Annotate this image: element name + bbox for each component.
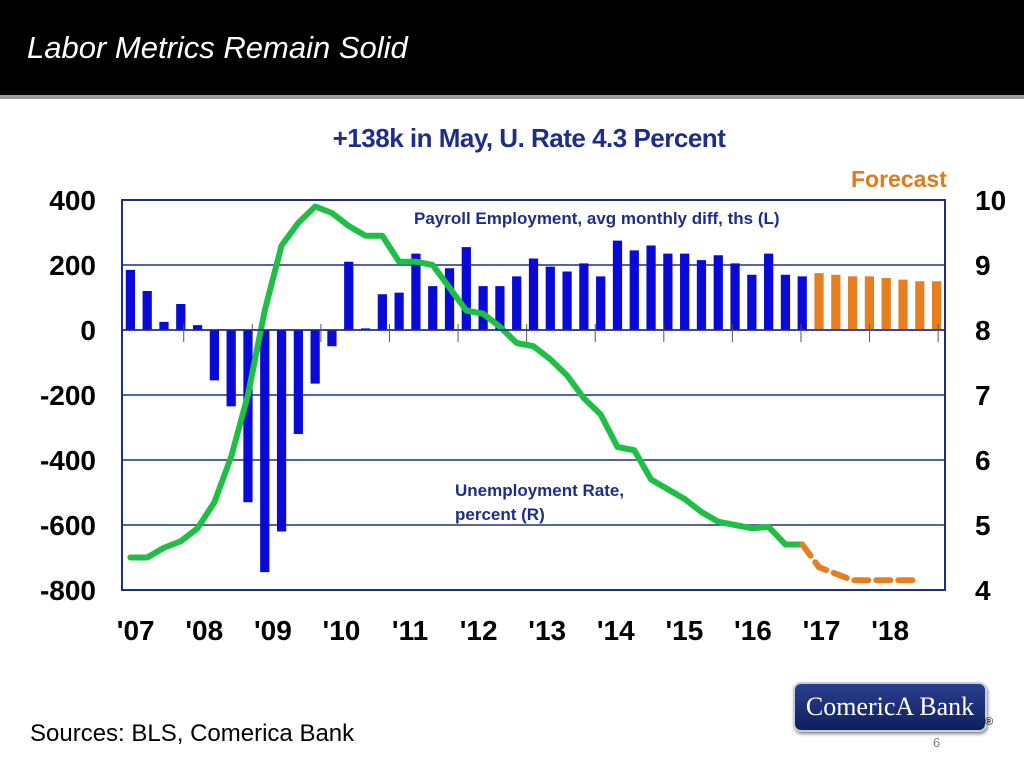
category-label: '07 [117, 615, 155, 646]
bar [747, 274, 757, 330]
bar [125, 269, 136, 330]
bar [176, 304, 186, 330]
title-bar [0, 0, 1024, 95]
bar [478, 286, 488, 330]
bar [579, 263, 589, 330]
bar-series-label: Payroll Employment, avg monthly diff, th… [414, 209, 780, 228]
line-series-label-line2: percent (R) [455, 505, 545, 524]
bar [444, 268, 455, 330]
bar [663, 253, 673, 330]
bar [713, 255, 723, 330]
bar [646, 245, 656, 330]
line-series-label: Unemployment Rate, [455, 481, 625, 500]
bar [629, 250, 639, 330]
bar [780, 274, 791, 330]
bar [612, 240, 623, 330]
bar [192, 325, 203, 330]
slide-title: Labor Metrics Remain Solid [27, 30, 408, 65]
left-tick-label: -600 [40, 510, 96, 541]
right-tick-label: 5 [975, 510, 991, 541]
bar [545, 266, 555, 330]
bar [360, 328, 371, 330]
right-tick-label: 6 [975, 445, 991, 476]
bar [764, 253, 774, 330]
category-label: '12 [460, 615, 498, 646]
forecast-bar [931, 281, 942, 330]
right-tick-label: 4 [975, 575, 991, 606]
bar [327, 330, 337, 347]
bar [243, 330, 253, 503]
category-label: '10 [323, 615, 361, 646]
bar [730, 263, 740, 330]
bar [260, 330, 270, 573]
bar [276, 330, 287, 532]
chart-title: +138k in May, U. Rate 4.3 Percent [332, 123, 726, 153]
forecast-label: Forecast [851, 166, 947, 192]
bar-series [125, 240, 942, 573]
bar [209, 330, 219, 381]
bar [680, 253, 690, 330]
plot-frame [121, 199, 946, 591]
category-label: '11 [392, 615, 428, 646]
page-number: 6 [933, 735, 941, 750]
right-tick-label: 10 [975, 185, 1006, 216]
bar [411, 253, 421, 330]
unemployment-line [127, 203, 806, 561]
bar [159, 321, 169, 330]
category-label: '13 [528, 615, 566, 646]
bar [377, 294, 387, 330]
forecast-bar [915, 281, 925, 330]
bar [142, 291, 152, 330]
bar [394, 292, 404, 330]
bar [461, 247, 471, 330]
unemployment-forecast-line [799, 541, 923, 584]
registered-mark: ® [985, 716, 994, 728]
bar [596, 276, 606, 330]
right-tick-label: 9 [975, 250, 991, 281]
left-tick-label: 200 [49, 250, 96, 281]
forecast-bar [881, 278, 891, 330]
right-tick-label: 7 [975, 380, 991, 411]
category-label: '16 [734, 615, 772, 646]
bar [562, 271, 572, 330]
forecast-bar [898, 279, 908, 330]
bar [495, 286, 505, 330]
category-label: '09 [254, 615, 292, 646]
category-label: '18 [871, 615, 909, 646]
bar [310, 330, 320, 384]
bar [344, 261, 354, 330]
bar [226, 330, 236, 407]
tick-labels: 400 200 0 -200 -400 -600 -800 10 9 8 7 6 5 4 '07 '08 '09… [40, 185, 1006, 646]
forecast-bar [814, 273, 824, 330]
bar [797, 276, 807, 330]
bar [428, 286, 438, 330]
forecast-bar [864, 276, 875, 330]
category-label: '08 [185, 615, 223, 646]
title-bar-divider [0, 95, 1024, 99]
axes [121, 199, 946, 591]
bar [528, 258, 539, 330]
category-label: '14 [597, 615, 635, 646]
line-series [127, 203, 923, 584]
sources-note: Sources: BLS, Comerica Bank [30, 720, 355, 747]
bar [512, 276, 522, 330]
category-label: '15 [665, 615, 703, 646]
right-tick-label: 8 [975, 315, 991, 346]
left-tick-label: 0 [80, 315, 96, 346]
category-label: '17 [803, 615, 841, 646]
left-tick-label: -200 [40, 380, 96, 411]
forecast-bar [848, 276, 858, 330]
bar [293, 330, 303, 434]
comerica-bank-logo: ComericA Bank [793, 682, 987, 732]
forecast-bar [831, 274, 841, 330]
bar [696, 260, 707, 330]
left-tick-label: -400 [40, 445, 96, 476]
left-tick-label: 400 [49, 185, 96, 216]
left-tick-label: -800 [40, 575, 96, 606]
